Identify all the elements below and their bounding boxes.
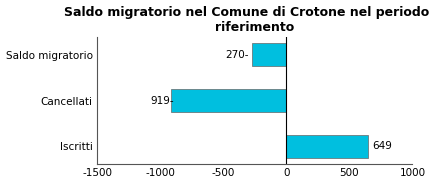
Text: 649: 649 bbox=[371, 141, 391, 151]
Bar bbox=[286, 135, 367, 158]
Bar bbox=[252, 43, 286, 66]
Text: 270-: 270- bbox=[224, 50, 248, 60]
Text: 919-: 919- bbox=[150, 95, 174, 106]
Bar bbox=[170, 89, 286, 112]
Title: Saldo migratorio nel Comune di Crotone nel periodo di
riferimento: Saldo migratorio nel Comune di Crotone n… bbox=[64, 6, 430, 33]
